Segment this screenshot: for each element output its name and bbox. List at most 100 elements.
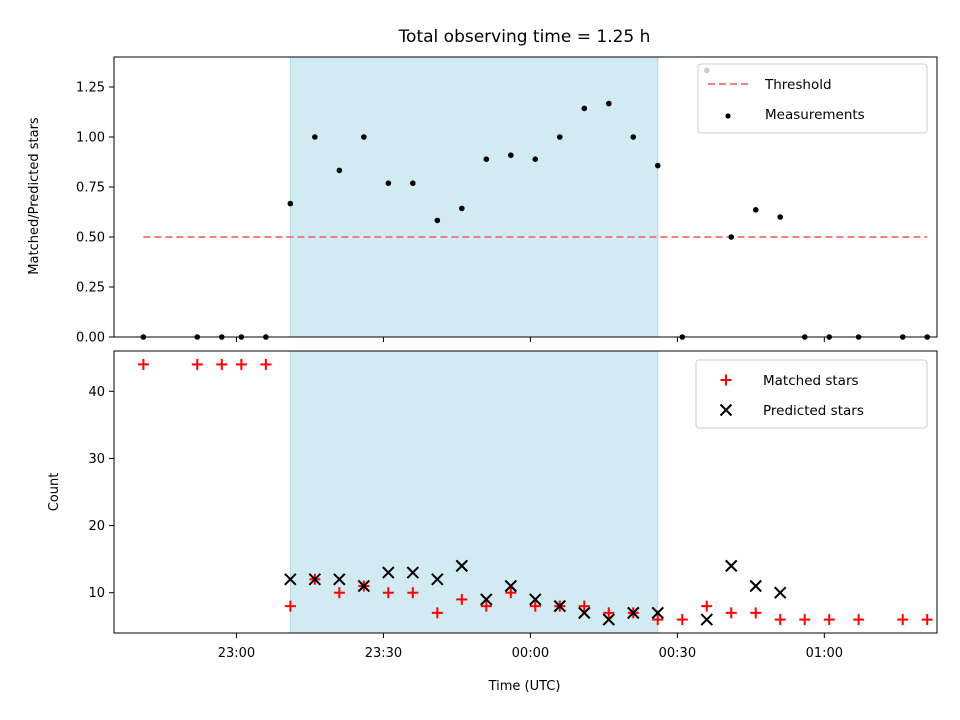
bottom-predicted-stars-marker-b	[627, 606, 640, 620]
bottom-predicted-stars-marker-b	[578, 606, 591, 620]
top-measurements-point	[508, 152, 514, 158]
bottom-predicted-stars-marker-b	[480, 593, 493, 606]
bottom-predicted-stars-marker	[627, 606, 640, 620]
bottom-matched-stars-marker	[137, 358, 149, 370]
bottom-matched-stars-marker	[284, 600, 296, 612]
bottom-matched-stars-marker	[260, 358, 272, 370]
bottom-predicted-stars-marker	[651, 606, 664, 620]
bottom-matched-stars-marker	[191, 358, 203, 370]
bottom-predicted-stars-marker-b	[725, 559, 738, 573]
bottom-y-tick-label: 10	[88, 586, 105, 601]
legend-measurements-label: Measurements	[765, 107, 865, 123]
bottom-predicted-stars-marker-b	[504, 579, 518, 593]
top-measurements-point	[312, 134, 318, 140]
bottom-matched-stars-marker	[774, 614, 786, 626]
bottom-predicted-stars-marker-b	[455, 559, 469, 573]
bottom-x-axis-label: Time (UTC)	[488, 679, 561, 694]
top-measurements-point	[630, 134, 637, 140]
bottom-predicted-stars-marker	[455, 559, 469, 573]
bottom-predicted-stars-marker	[774, 586, 787, 599]
bottom-predicted-stars-marker-b	[308, 573, 322, 586]
top-measurements-point	[361, 134, 367, 140]
top-measurements-point	[336, 167, 343, 174]
bottom-predicted-stars-marker	[480, 593, 493, 606]
top-measurements-point	[654, 162, 661, 169]
bottom-matched-stars-marker	[407, 587, 419, 599]
bottom-matched-stars-marker	[235, 358, 247, 370]
bottom-x-tick-label: 00:00	[512, 646, 549, 661]
legend-matched-plus-swatch	[720, 374, 732, 386]
top-measurements-point	[581, 105, 588, 112]
bottom-matched-stars-marker	[652, 614, 664, 626]
bottom-predicted-stars-marker	[553, 599, 566, 613]
top-legend-box	[697, 63, 928, 134]
top-measurements-point	[483, 156, 490, 162]
bottom-predicted-stars-marker	[529, 593, 542, 606]
legend-predicted-label: Predicted stars	[763, 403, 864, 419]
bottom-predicted-stars-marker	[406, 566, 420, 579]
top-measurements-point	[556, 134, 563, 140]
bottom-legend: Matched stars Predicted stars	[695, 359, 928, 429]
bottom-matched-stars-marker	[505, 587, 517, 599]
bottom-matched-stars-marker	[853, 614, 865, 626]
bottom-matched-stars-marker	[333, 587, 345, 599]
top-legend: Threshold Measurements	[697, 63, 928, 134]
bottom-predicted-stars-marker-b	[431, 573, 444, 586]
top-plot-area: 0.00 0.25 0.50 0.75 1.00 1.25	[76, 56, 938, 346]
top-measurements-point	[605, 100, 612, 107]
bottom-matched-stars-marker	[799, 614, 811, 626]
bottom-y-tick-label: 20	[88, 519, 105, 534]
bottom-predicted-stars-marker	[382, 566, 395, 579]
top-y-axis-label: Matched/Predicted stars	[27, 117, 42, 275]
bottom-matched-stars-marker	[382, 587, 394, 599]
top-y-tick-label: 0.00	[76, 331, 105, 346]
bottom-x-tick-label: 23:30	[365, 646, 402, 661]
bottom-predicted-stars-marker	[357, 579, 371, 593]
bottom-predicted-stars-marker-b	[651, 606, 664, 620]
top-y-tick-label: 0.50	[76, 231, 105, 246]
bottom-plot-area: 10 20 30 40 23:00 23:30 00:00 00:30 01:00	[88, 350, 938, 661]
bottom-matched-stars-marker	[216, 358, 228, 370]
top-y-tick-label: 1.00	[76, 131, 105, 146]
bottom-matched-stars-marker	[921, 614, 933, 626]
top-measurements-point	[287, 200, 294, 207]
bottom-matched-stars-marker	[456, 593, 468, 605]
top-y-tick-label: 0.25	[76, 281, 105, 296]
bottom-predicted-stars-marker-b	[749, 579, 762, 593]
top-measurements-point	[410, 180, 416, 186]
bottom-predicted-stars-marker	[504, 579, 518, 593]
top-observing-window-shade	[290, 57, 658, 337]
bottom-predicted-stars-marker-b	[602, 613, 615, 626]
bottom-x-tick-label: 23:00	[218, 646, 255, 661]
bottom-matched-stars-marker	[578, 600, 590, 612]
bottom-matched-stars-marker	[603, 607, 615, 619]
bottom-matched-stars-marker	[529, 600, 541, 612]
top-measurements-point	[728, 234, 735, 240]
top-y-tick-label: 1.25	[76, 81, 105, 96]
top-panel: Total observing time = 1.25 h Matched/Pr…	[27, 27, 938, 346]
bottom-predicted-stars-marker-b	[774, 586, 787, 599]
bottom-predicted-stars-marker-b	[700, 613, 713, 626]
bottom-matched-stars-marker	[431, 607, 443, 619]
bottom-predicted-stars-marker	[333, 573, 346, 586]
bottom-matched-stars-marker	[480, 600, 492, 612]
top-measurements-point	[532, 156, 539, 162]
bottom-matched-stars-marker	[676, 614, 688, 626]
bottom-predicted-stars-marker-b	[357, 579, 371, 593]
bottom-observing-window-shade	[290, 351, 658, 633]
bottom-predicted-stars-marker	[431, 573, 444, 586]
top-axes-frame	[113, 56, 938, 338]
bottom-predicted-stars-marker-b	[529, 593, 542, 606]
top-chart-title: Total observing time = 1.25 h	[398, 27, 651, 47]
bottom-predicted-stars-marker-b	[553, 599, 566, 613]
bottom-predicted-stars-marker-b	[406, 566, 420, 579]
top-measurements-point	[752, 207, 759, 213]
bottom-panel: Count Time (UTC) 10 20 30 40 23:00 23:30 00:00…	[47, 350, 938, 694]
legend-matched-label: Matched stars	[763, 373, 859, 389]
bottom-y-tick-label: 30	[88, 452, 105, 467]
top-y-tick-label: 0.75	[76, 181, 105, 196]
top-measurements-point	[434, 217, 441, 224]
bottom-predicted-stars-marker	[308, 573, 322, 586]
bottom-predicted-stars-marker	[578, 606, 591, 620]
